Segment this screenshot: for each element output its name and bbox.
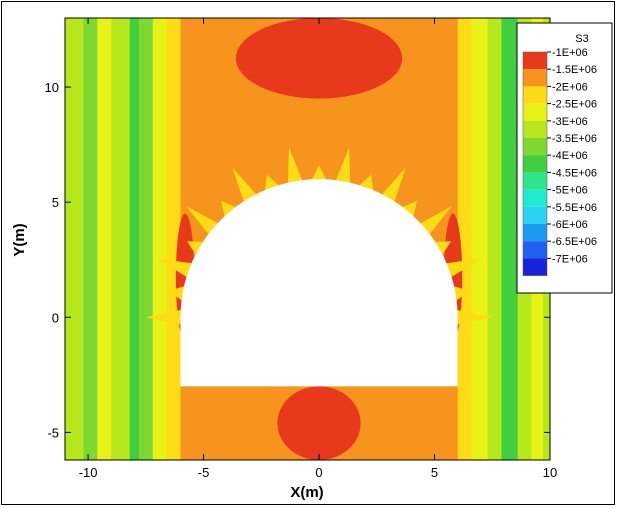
stress-band-11 [487,18,502,460]
crown-spike-13 [402,200,418,217]
stress-band-4 [129,18,140,460]
high-stress-zone-1 [277,386,361,460]
legend-label: -7E+06 [552,253,588,265]
legend-label: -4E+06 [552,150,588,162]
tunnel-opening [180,179,458,387]
crown-spike-8 [287,147,303,183]
legend-colorbar-border [522,51,548,276]
x-tick-label: -5 [198,465,210,480]
x-tick-label: 5 [431,465,438,480]
legend-label: -2E+06 [552,81,588,93]
y-axis-label: Y(m) [11,223,28,256]
x-tick-label: -10 [79,465,98,480]
legend-swatch [523,103,547,121]
stress-band-6 [152,18,168,460]
crown-spike-6 [232,167,257,202]
legend: S3 -1E+06 -1.5E+06 -2E+06 -2.5E+06 -3E+06 -3.… [516,22,613,294]
stress-band-3 [111,18,131,460]
crown-yellow-spikes [145,147,493,325]
crown-spike-0 [145,310,181,325]
legend-label: -1E+06 [552,47,588,59]
legend-items: -1E+06 -1.5E+06 -2E+06 -2.5E+06 -3E+06 -3.5E+… [522,47,597,276]
legend-label: -6E+06 [552,219,588,231]
legend-swatch [523,138,547,156]
crown-spike-14 [420,206,452,235]
legend-label: -1.5E+06 [552,64,597,76]
legend-swatch [523,52,547,70]
y-tick-label: -5 [47,425,59,440]
crown-spike-3 [187,241,203,255]
stress-band-5 [138,18,154,460]
crown-spike-1 [168,286,185,301]
x-axis-label: X(m) [290,484,323,501]
legend-swatch [523,120,547,138]
legend-swatch [523,206,547,224]
stress-band-0 [65,18,84,460]
x-tick-label: 10 [543,465,557,480]
legend-label: -5.5E+06 [552,202,597,214]
legend-swatch [523,86,547,104]
legend-swatch [523,69,547,87]
y-axis: -5 0 5 10 [45,80,550,440]
legend-label: -4.5E+06 [552,167,597,179]
crown-spike-9 [311,165,327,180]
y-tick-label: 10 [45,80,59,95]
stress-band-1 [83,18,98,460]
legend-swatch [523,189,547,207]
crown-spike-5 [221,200,236,217]
high-stress-zones [175,18,463,460]
crown-spike-15 [435,241,452,255]
stress-band-2 [97,18,112,460]
stress-band-7 [166,18,181,460]
legend-title: S3 [575,33,588,45]
crown-spike-17 [454,286,470,301]
legend-label: -5E+06 [552,185,588,197]
crown-spike-7 [264,174,279,191]
crown-spike-10 [335,147,351,183]
y-tick-label: 5 [52,195,59,210]
legend-swatch [523,155,547,173]
legend-label: -3E+06 [552,116,588,128]
y-tick-label: 0 [52,310,59,325]
stress-band-10 [471,18,489,460]
crown-spike-18 [457,310,493,325]
legend-swatch [523,172,547,190]
plot-area [65,18,550,460]
crown-spike-2 [156,258,192,277]
legend-swatch [523,241,547,259]
legend-label: -6.5E+06 [552,236,597,248]
crown-spike-16 [446,258,482,277]
x-axis: -10 -5 0 5 10 [79,18,557,480]
high-stress-zone-0 [235,18,403,99]
stress-band-9 [457,18,472,460]
crown-spike-12 [381,167,406,202]
legend-swatch [523,224,547,242]
crown-spike-4 [186,206,218,235]
legend-label: -3.5E+06 [552,133,597,145]
legend-swatch [523,258,547,276]
legend-label: -2.5E+06 [552,99,597,111]
crown-spike-11 [359,174,374,191]
stress-band-12 [501,18,519,460]
x-tick-label: 0 [315,465,322,480]
